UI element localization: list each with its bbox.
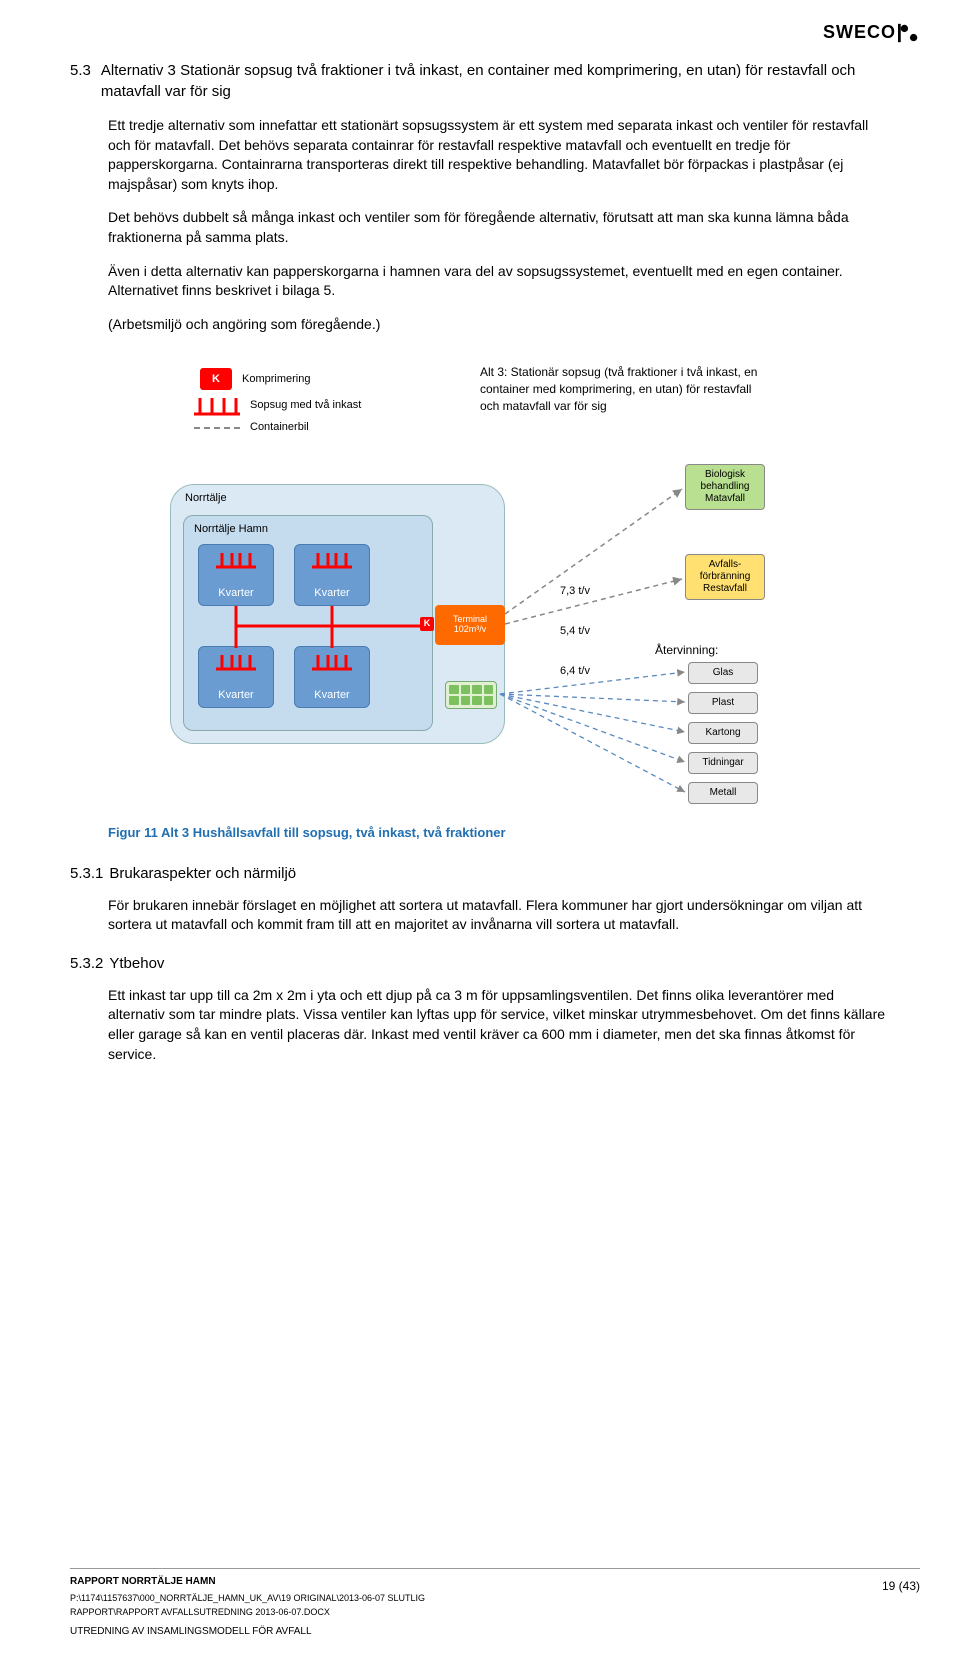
region-outer-label: Norrtälje xyxy=(185,491,227,506)
subsection-title: Ytbehov xyxy=(109,953,164,974)
subsection-number: 5.3.1 xyxy=(70,863,103,884)
subsection-heading: 5.3.1 Brukaraspekter och närmiljö xyxy=(70,863,890,884)
kvarter-box: Kvarter xyxy=(198,646,274,708)
flow-value: 7,3 t/v xyxy=(560,584,590,599)
flow-diagram: K Komprimering Sopsug med två inkast Con… xyxy=(160,364,800,804)
logo-text: SWECO xyxy=(823,20,896,45)
flow-value: 5,4 t/v xyxy=(560,624,590,639)
subsection-number: 5.3.2 xyxy=(70,953,103,974)
inkast-icon xyxy=(216,653,256,673)
kvarter-box: Kvarter xyxy=(198,544,274,606)
section-heading: 5.3 Alternativ 3 Stationär sopsug två fr… xyxy=(70,60,890,102)
atervinning-label: Återvinning: xyxy=(655,642,718,659)
terminal-box: K Terminal 102m³/v xyxy=(435,605,505,645)
footer-path: RAPPORT\RAPPORT AVFALLSUTREDNING 2013-06… xyxy=(70,1606,920,1619)
dest-burn-box: Avfalls- förbränning Restavfall xyxy=(685,554,765,600)
section-title: Alternativ 3 Stationär sopsug två frakti… xyxy=(101,60,890,102)
paragraph: Även i detta alternativ kan papperskorga… xyxy=(108,262,890,301)
subsection-heading: 5.3.2 Ytbehov xyxy=(70,953,890,974)
paragraph: (Arbetsmiljö och angöring som föregående… xyxy=(108,315,890,335)
footer-report-title: RAPPORT NORRTÄLJE HAMN xyxy=(70,1575,920,1589)
recycling-container-icon xyxy=(445,681,497,709)
region-inner-label: Norrtälje Hamn xyxy=(194,522,268,537)
figure-caption: Figur 11 Alt 3 Hushållsavfall till sopsu… xyxy=(108,824,890,842)
region-outer: Norrtälje Norrtälje Hamn Kvarter xyxy=(170,484,505,744)
subsection-title: Brukaraspekter och närmiljö xyxy=(109,863,296,884)
recycle-box: Kartong xyxy=(688,722,758,744)
paragraph: Ett inkast tar upp till ca 2m x 2m i yta… xyxy=(108,986,890,1064)
footer-subtitle: UTREDNING AV INSAMLINGSMODELL FÖR AVFALL xyxy=(70,1625,920,1639)
inkast-icon xyxy=(216,551,256,571)
brand-logo: SWECO xyxy=(823,20,920,45)
legend-inkast-text: Sopsug med två inkast xyxy=(250,398,361,413)
recycle-box: Plast xyxy=(688,692,758,714)
terminal-k-icon: K xyxy=(420,617,434,631)
inkast-icon xyxy=(312,653,352,673)
flow-value: 6,4 t/v xyxy=(560,664,590,679)
legend-inkast-icon xyxy=(194,394,240,416)
recycle-box: Glas xyxy=(688,662,758,684)
section-number: 5.3 xyxy=(70,60,91,102)
legend-k-icon: K xyxy=(200,368,232,390)
kvarter-box: Kvarter xyxy=(294,646,370,708)
diagram-title: Alt 3: Stationär sopsug (två fraktioner … xyxy=(480,364,760,414)
diagram-container: K Komprimering Sopsug med två inkast Con… xyxy=(160,364,800,804)
legend-dash-text: Containerbil xyxy=(250,420,309,435)
paragraph: Ett tredje alternativ som innefattar ett… xyxy=(108,116,890,194)
paragraph: För brukaren innebär förslaget en möjlig… xyxy=(108,896,890,935)
body-text-block: Ett tredje alternativ som innefattar ett… xyxy=(108,116,890,334)
paragraph: Det behövs dubbelt så många inkast och v… xyxy=(108,208,890,247)
kvarter-box: Kvarter xyxy=(294,544,370,606)
region-inner: Norrtälje Hamn Kvarter xyxy=(183,515,433,731)
inkast-icon xyxy=(312,551,352,571)
legend-dash-icon xyxy=(194,427,240,429)
footer-path: P:\1174\1157637\000_NORRTÄLJE_HAMN_UK_AV… xyxy=(70,1592,920,1605)
dest-bio-box: Biologisk behandling Matavfall xyxy=(685,464,765,510)
legend-k-text: Komprimering xyxy=(242,372,310,387)
recycle-box: Tidningar xyxy=(688,752,758,774)
recycle-box: Metall xyxy=(688,782,758,804)
page-number: 19 (43) xyxy=(882,1578,920,1595)
logo-icon xyxy=(898,22,920,44)
page-footer: 19 (43) RAPPORT NORRTÄLJE HAMN P:\1174\1… xyxy=(70,1568,920,1639)
